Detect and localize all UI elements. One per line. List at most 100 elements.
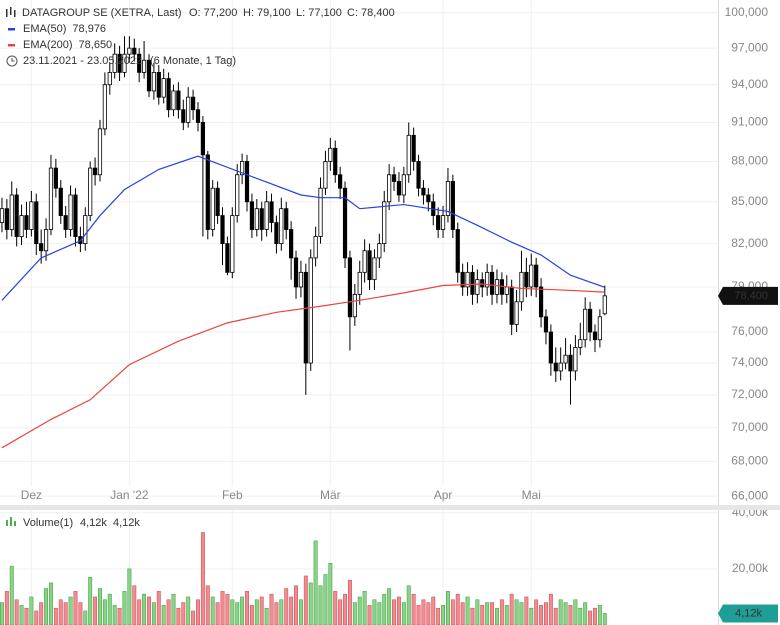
volume-bar <box>196 599 200 625</box>
candle-body <box>445 181 451 216</box>
candle-body <box>200 122 206 156</box>
candle-body <box>156 72 161 98</box>
candle-body <box>176 90 181 111</box>
candle-body <box>235 174 240 216</box>
candle-body <box>63 215 68 230</box>
candle-body <box>132 47 137 55</box>
volume-bar <box>431 596 436 625</box>
candle-body <box>514 301 519 325</box>
volume-bar <box>534 599 539 625</box>
candle-body <box>509 286 514 325</box>
candle-body <box>460 271 465 288</box>
volume-bar <box>396 596 401 625</box>
volume-bar <box>142 593 147 625</box>
candle-body <box>48 167 54 230</box>
candle-body <box>367 250 372 281</box>
candle-body <box>308 257 313 364</box>
volume-bar <box>392 599 396 625</box>
candle-body <box>58 187 63 216</box>
volume-bar <box>68 596 73 625</box>
volume-bar <box>347 579 352 625</box>
volume-bar <box>441 605 446 625</box>
volume-bar <box>455 593 460 625</box>
volume-bar <box>284 588 289 625</box>
candle-body <box>53 167 58 189</box>
candle-body <box>137 53 142 73</box>
volume-bar <box>509 593 514 625</box>
volume-bar <box>352 602 357 625</box>
candle-body <box>298 271 304 288</box>
volume-bar <box>583 602 588 625</box>
candle-body <box>14 194 19 237</box>
candle-body <box>529 264 534 288</box>
price-badge-label: 78,400 <box>734 290 768 302</box>
candle-body <box>597 316 602 341</box>
volume-bar <box>323 574 328 625</box>
candle-body <box>210 187 215 230</box>
volume-bar <box>588 610 593 625</box>
chart-icon <box>6 7 16 17</box>
candle-body <box>92 167 98 176</box>
volume-bar <box>215 602 220 625</box>
volume-bar <box>387 588 392 625</box>
candle-body <box>406 134 411 176</box>
volume-bar <box>495 607 499 625</box>
volume-bar <box>78 602 83 625</box>
candle-body <box>112 53 117 73</box>
ohlc-label: O: 77,200 <box>189 7 237 19</box>
volume-bar <box>519 602 524 625</box>
candle-body <box>83 215 88 245</box>
chart-title: DATAGROUP SE (XETRA, Last) <box>22 7 182 19</box>
candle-body <box>475 279 480 295</box>
volume-bar <box>406 585 411 625</box>
volume-bar <box>220 591 225 625</box>
x-tick-label: Jan '22 <box>110 488 149 502</box>
volume-bar <box>485 602 490 625</box>
candle-body <box>259 208 264 230</box>
candle-body <box>249 201 255 230</box>
volume-bar <box>205 585 210 625</box>
candle-body <box>382 201 387 245</box>
volume-bar <box>279 599 284 625</box>
candle-body <box>151 72 156 92</box>
candle-body <box>372 257 377 281</box>
volume-bar <box>421 599 426 625</box>
candle-body <box>24 215 29 230</box>
candle-body <box>68 194 73 230</box>
volume-bar <box>426 602 431 625</box>
candle-body <box>195 109 201 123</box>
candle-body <box>440 215 446 230</box>
volume-bar <box>490 602 495 625</box>
candle-body <box>225 243 230 273</box>
x-tick-label: Mär <box>320 488 341 502</box>
candle-body <box>519 271 524 303</box>
candle-body <box>313 236 318 259</box>
volume-bar <box>294 585 298 625</box>
volume-bar <box>53 607 58 625</box>
legend-swatch <box>8 44 15 47</box>
candle-body <box>146 59 152 92</box>
candle-body <box>289 229 294 259</box>
volume-bar <box>558 599 563 625</box>
candle-body <box>563 354 568 364</box>
candle-body <box>494 279 500 295</box>
volume-bar <box>416 605 421 625</box>
volume-badge <box>718 604 778 623</box>
volume-bar <box>49 582 53 625</box>
volume-badge-label: 4,12k <box>735 607 762 619</box>
candle-body <box>583 308 588 341</box>
volume-bar <box>176 607 181 625</box>
candle-body <box>88 167 93 216</box>
volume-bar <box>308 582 313 625</box>
volume-bar <box>39 602 44 625</box>
candle-body <box>171 90 176 111</box>
volume-bar <box>235 602 240 625</box>
volume-bar <box>186 596 191 625</box>
volume-bar <box>98 588 102 625</box>
candle-body <box>587 308 593 333</box>
y-tick-label: 66,000 <box>731 488 768 502</box>
date-range: 23.11.2021 - 23.05.2022 <box>23 55 142 67</box>
y-tick-label: 85,000 <box>731 194 768 208</box>
volume-bar <box>480 605 485 625</box>
